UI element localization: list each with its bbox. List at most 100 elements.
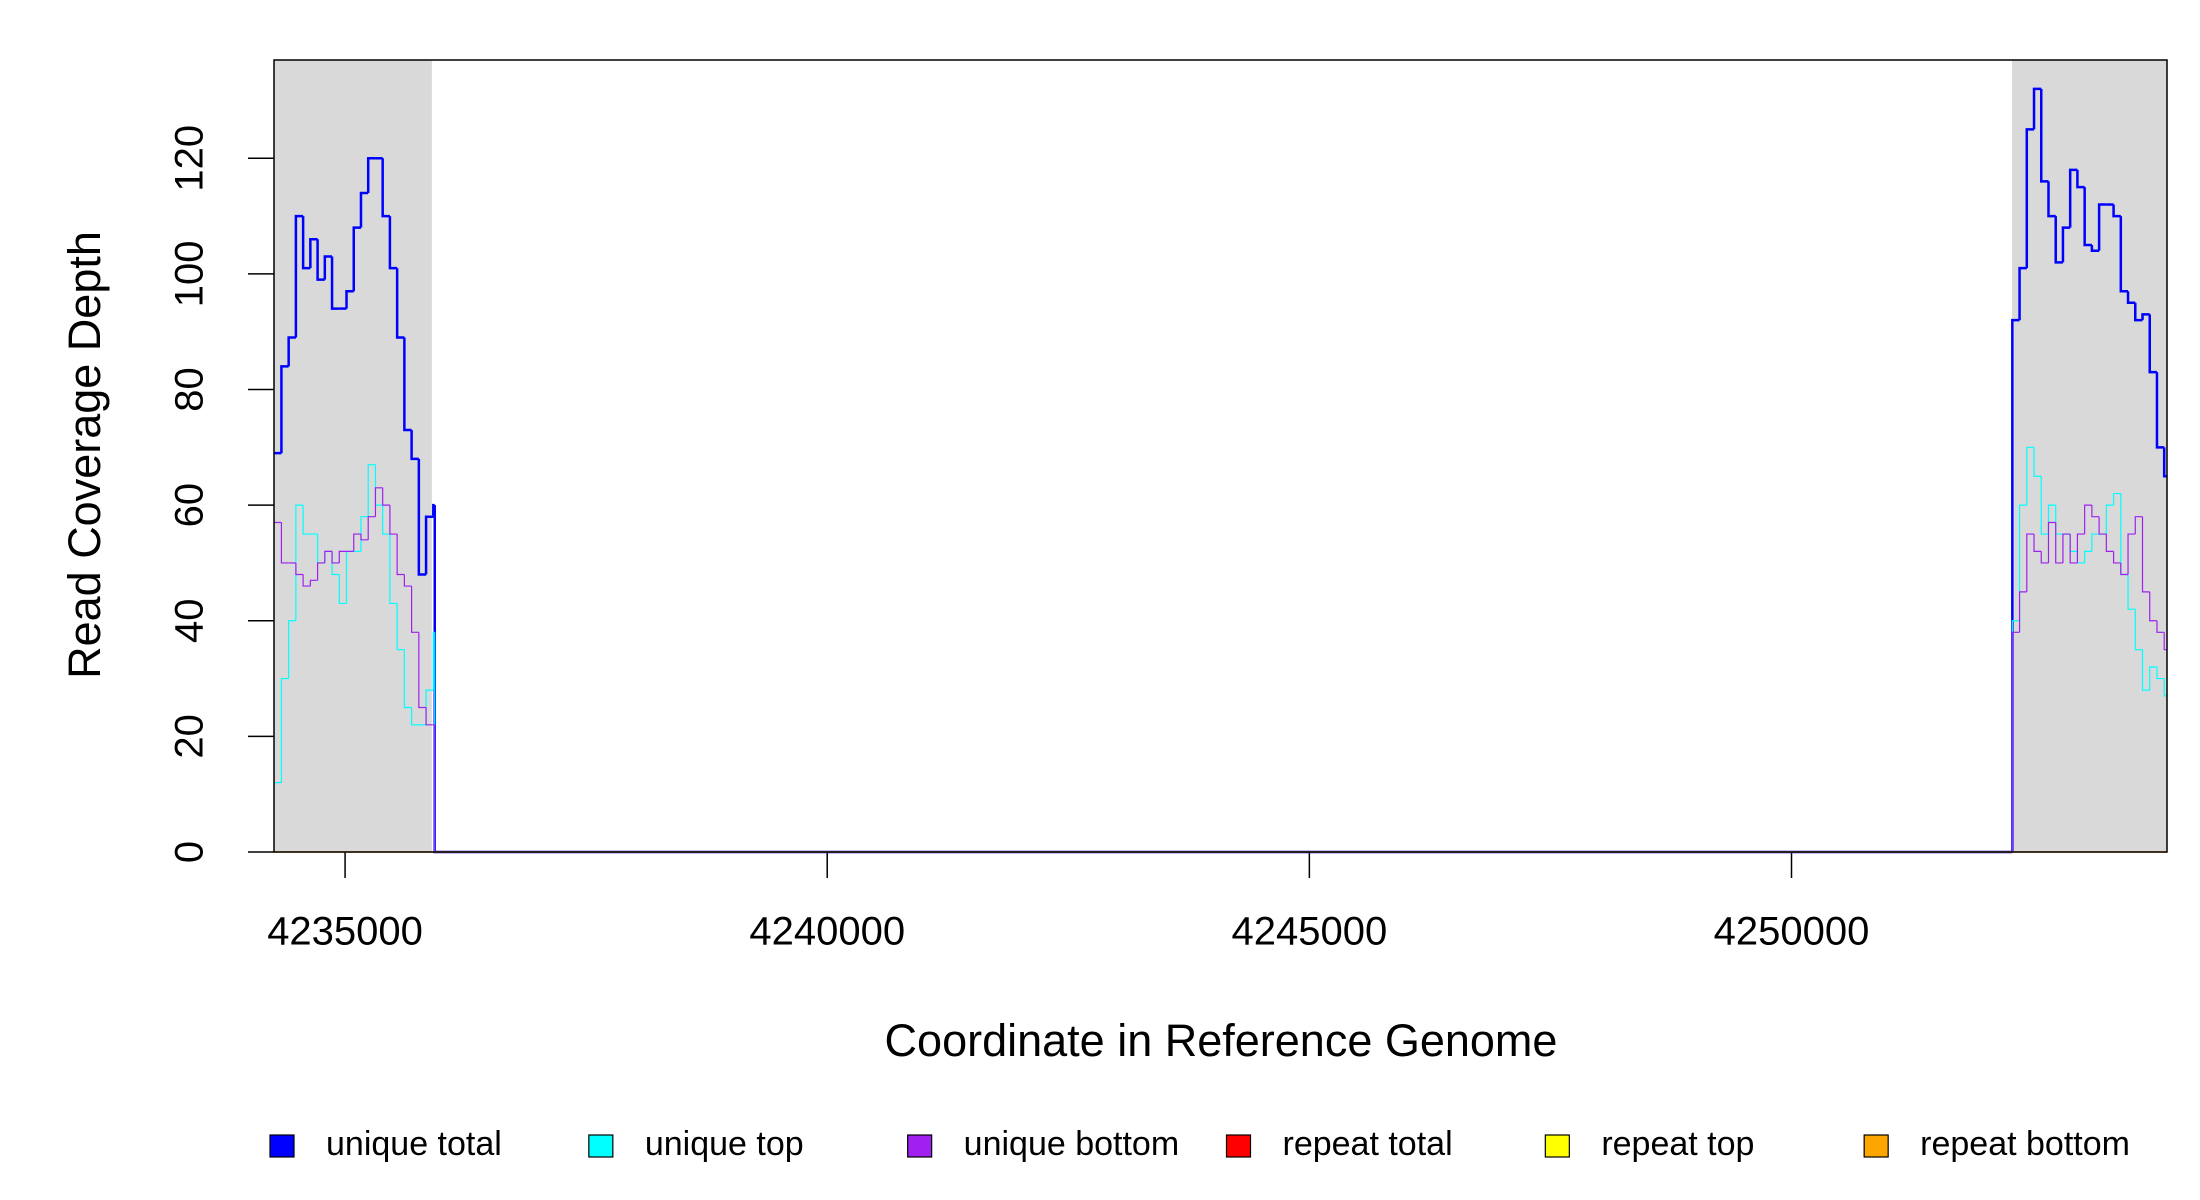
step-segment — [403, 649, 412, 709]
step-segment — [331, 551, 340, 564]
step-segment — [2105, 504, 2114, 535]
step-segment — [2119, 216, 2129, 293]
step-segment — [2090, 244, 2100, 253]
legend-swatch — [1544, 1134, 1570, 1158]
step-segment — [352, 226, 361, 292]
step-segment — [2076, 533, 2085, 563]
step-segment — [2054, 216, 2063, 264]
step-segment — [2141, 516, 2150, 593]
step-segment — [2156, 620, 2165, 633]
step-segment — [2033, 447, 2042, 477]
step-segment — [2126, 291, 2136, 305]
step-segment — [2026, 446, 2035, 506]
step-segment — [434, 632, 2013, 853]
step-segment — [367, 516, 376, 540]
step-segment — [2069, 534, 2078, 564]
step-segment — [2018, 266, 2027, 321]
step-segment — [2076, 169, 2085, 189]
step-segment — [2025, 128, 2035, 269]
legend-swatch — [588, 1134, 614, 1158]
step-segment — [2149, 591, 2157, 622]
step-segment — [316, 239, 325, 281]
legend-swatch — [1225, 1134, 1252, 1158]
step-segment — [2105, 534, 2114, 552]
step-segment — [302, 505, 311, 535]
y-tick-label: 0 — [168, 841, 212, 863]
step-segment — [434, 724, 2013, 853]
x-tick-label: 4240000 — [749, 910, 905, 954]
x-tick-label: 4245000 — [1231, 910, 1387, 954]
x-tick-label: 4235000 — [267, 910, 423, 954]
step-segment — [2163, 632, 2167, 651]
step-segment — [425, 707, 434, 726]
step-segment — [2083, 187, 2092, 247]
step-segment — [323, 255, 333, 280]
step-segment — [2134, 609, 2143, 651]
y-tick-label: 80 — [168, 367, 212, 412]
series-line — [274, 487, 2167, 853]
step-segment — [338, 574, 347, 605]
legend-label: repeat bottom — [1920, 1125, 2130, 1163]
step-segment — [2098, 516, 2107, 535]
step-segment — [2134, 516, 2143, 535]
step-segment — [301, 216, 311, 270]
step-segment — [280, 522, 289, 564]
step-segment — [2040, 551, 2049, 564]
step-segment — [396, 534, 405, 576]
step-segment — [367, 464, 376, 517]
step-segment — [2120, 562, 2129, 576]
step-segment — [396, 603, 405, 651]
y-tick-label: 20 — [168, 714, 212, 759]
step-segment — [2141, 313, 2150, 321]
shaded-region — [2011, 60, 2167, 852]
step-segment — [2162, 447, 2167, 478]
step-segment — [2155, 372, 2165, 449]
y-axis-title: Read Coverage Depth — [59, 231, 110, 679]
y-tick-label: 120 — [168, 125, 212, 192]
step-segment — [382, 505, 390, 535]
step-segment — [2011, 631, 2020, 852]
step-segment — [388, 216, 398, 270]
step-segment — [417, 458, 427, 576]
step-segment — [2127, 574, 2136, 610]
legend-label: unique bottom — [964, 1125, 1180, 1163]
legend-swatch — [907, 1134, 933, 1158]
step-segment — [280, 677, 289, 783]
step-segment — [2062, 533, 2071, 563]
legend-swatch — [269, 1134, 295, 1158]
step-segment — [411, 707, 419, 726]
step-segment — [433, 505, 2013, 854]
step-segment — [374, 487, 383, 517]
step-segment — [2032, 87, 2042, 130]
step-segment — [309, 237, 318, 269]
step-segment — [395, 268, 405, 339]
step-segment — [330, 256, 340, 310]
step-segment — [424, 515, 434, 575]
legend-label: unique top — [645, 1125, 804, 1163]
step-segment — [280, 365, 289, 454]
step-segment — [295, 562, 304, 576]
step-segment — [2018, 591, 2027, 633]
step-segment — [324, 550, 333, 563]
step-segment — [2112, 551, 2121, 564]
legend-label: repeat total — [1283, 1125, 1453, 1163]
legend-label: repeat top — [1601, 1125, 1754, 1163]
step-segment — [2047, 521, 2056, 563]
step-segment — [2091, 533, 2100, 552]
step-segment — [2026, 533, 2035, 592]
step-segment — [2084, 550, 2092, 563]
step-segment — [309, 579, 318, 587]
step-segment — [2047, 181, 2056, 218]
step-segment — [381, 158, 390, 218]
step-segment — [389, 505, 398, 535]
step-segment — [2112, 204, 2121, 218]
step-segment — [2127, 533, 2136, 575]
shaded-region — [274, 60, 432, 852]
step-segment — [2084, 504, 2092, 535]
series-line — [274, 446, 2167, 853]
step-segment — [338, 550, 347, 563]
step-segment — [418, 632, 427, 709]
series-line — [274, 87, 2167, 854]
y-tick-label: 60 — [168, 483, 212, 528]
